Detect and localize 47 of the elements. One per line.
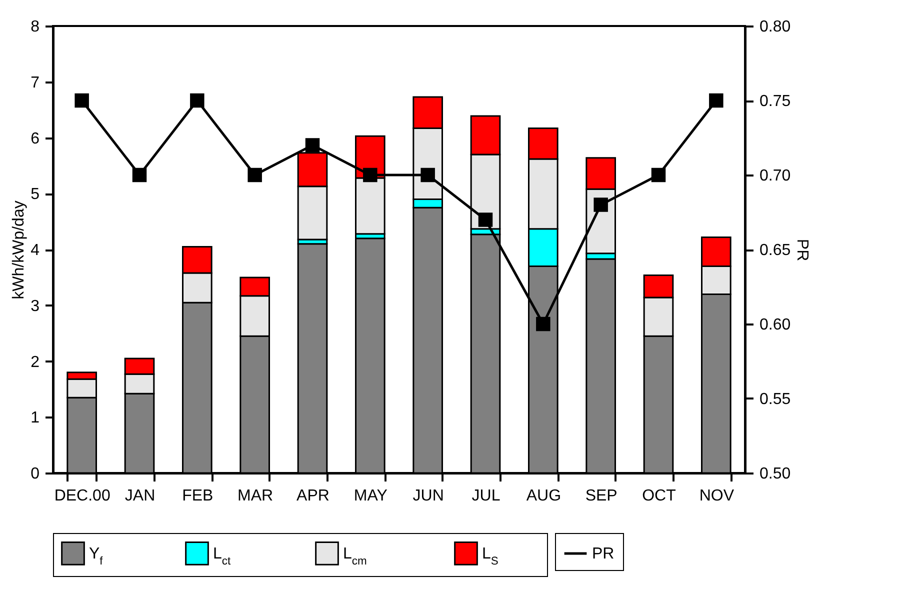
y-tick-label: 3 (30, 298, 40, 315)
point (305, 138, 320, 152)
legend-label: Y$_{f}$ (89, 545, 104, 568)
point (420, 168, 435, 182)
y2-tick-label: 0.60 (760, 316, 791, 334)
y2-tick-label: 0.75 (760, 93, 791, 110)
y-tick-label: 0 (30, 466, 40, 482)
x-tick-label: JUN (412, 488, 444, 504)
x-tick-label: AUG (526, 488, 562, 504)
x-tick-label: NOV (699, 488, 734, 504)
x-tick-label: MAR (238, 488, 274, 504)
y2-axis-title: PR (794, 238, 811, 262)
y2-tick-label: 0.50 (760, 466, 791, 482)
legend-label: PR (592, 546, 614, 562)
y2-tick-label: 0.70 (760, 168, 791, 184)
y-tick-label: 2 (30, 354, 40, 371)
legend-label: L$_{S}$ (482, 545, 498, 568)
y-tick-label: 7 (30, 74, 40, 92)
y2-tick-label: 0.65 (760, 242, 791, 259)
point (478, 212, 493, 227)
x-tick-label: MAY (354, 488, 388, 504)
y2-tick-label: 0.80 (760, 18, 791, 36)
y-tick-label: 5 (30, 186, 40, 204)
point (132, 168, 147, 182)
point (594, 198, 608, 212)
legend-label: L$_{cm}$ (343, 545, 367, 568)
x-tick-label: APR (296, 488, 330, 504)
legend-label: L$_{ct}$ (213, 545, 232, 568)
x-tick-label: SEP (585, 488, 618, 504)
point (74, 93, 89, 108)
point (536, 316, 550, 332)
x-tick-label: JUL (472, 488, 500, 504)
point (709, 93, 724, 108)
x-tick-label: OCT (642, 488, 676, 504)
y-tick-label: 8 (30, 18, 40, 36)
x-tick-label: DEC.00 (54, 488, 110, 504)
point (651, 168, 666, 182)
y-tick-label: 4 (30, 242, 40, 259)
x-tick-label: JAN (124, 488, 156, 504)
y-tick-label: 6 (30, 130, 40, 148)
x-tick-label: FEB (182, 488, 214, 504)
y-axis-title: kWh/kWp/day (10, 200, 28, 300)
point (363, 168, 378, 182)
point (190, 93, 204, 108)
y2-tick-label: 0.55 (760, 391, 791, 408)
point (248, 168, 262, 182)
y-tick-label: 1 (30, 410, 40, 427)
